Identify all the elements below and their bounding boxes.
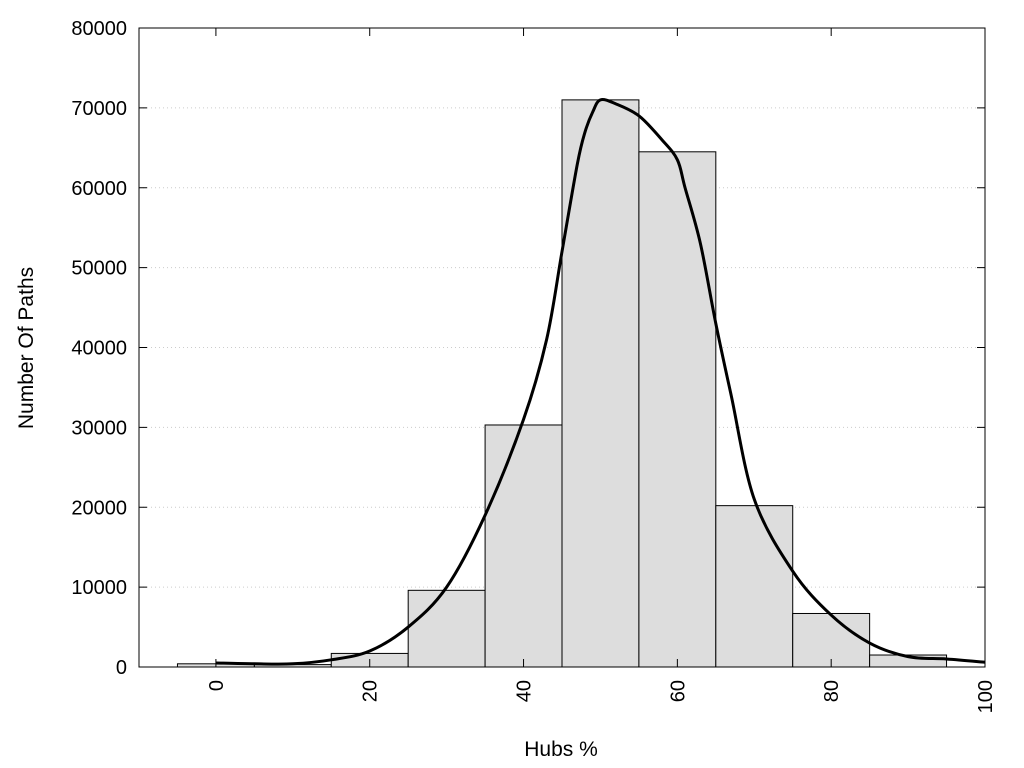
y-tick-label: 40000 xyxy=(71,338,127,360)
histogram-bars xyxy=(176,99,948,668)
histogram-bar xyxy=(484,424,563,668)
density-curve-group xyxy=(215,98,986,666)
histogram-bar xyxy=(792,612,871,668)
y-tick-label: 10000 xyxy=(71,577,127,599)
x-axis-ticks: 0 20 40 60 80 100 xyxy=(206,28,997,713)
histogram-bar xyxy=(638,151,717,668)
x-tick-label: 60 xyxy=(667,680,689,702)
histogram-bar xyxy=(561,99,640,668)
y-tick-label: 80000 xyxy=(71,18,127,40)
y-tick-label: 20000 xyxy=(71,497,127,519)
y-axis-label: Number Of Paths xyxy=(15,267,38,429)
y-tick-label: 30000 xyxy=(71,417,127,439)
x-tick-label: 40 xyxy=(514,680,536,702)
x-axis-label: Hubs % xyxy=(524,738,598,761)
x-tick-label: 80 xyxy=(821,680,843,702)
x-tick-label: 100 xyxy=(975,680,997,713)
y-tick-label: 50000 xyxy=(71,258,127,280)
x-tick-label: 20 xyxy=(360,680,382,702)
y-axis-ticks: 0 10000 20000 30000 40000 50000 60000 70000 8000… xyxy=(71,18,985,679)
y-tick-label: 0 xyxy=(116,657,127,679)
y-tick-label: 70000 xyxy=(71,98,127,120)
histogram-bar xyxy=(715,505,794,668)
y-tick-label: 60000 xyxy=(71,178,127,200)
histogram-bar xyxy=(407,589,486,668)
grid-lines xyxy=(139,107,985,588)
x-tick-label: 0 xyxy=(206,680,228,691)
density-curve xyxy=(215,98,986,666)
